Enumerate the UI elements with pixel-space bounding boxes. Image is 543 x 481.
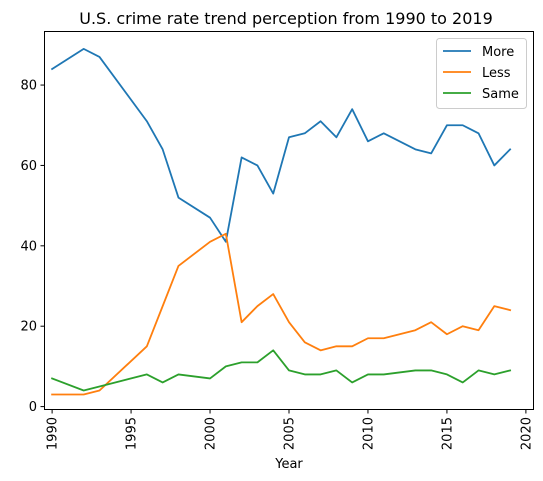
- x-tick-label: 1995: [125, 417, 140, 450]
- y-tick-label: 40: [20, 239, 37, 254]
- y-tick-label: 0: [29, 400, 37, 415]
- series-line-more: [50, 47, 512, 243]
- x-tick-label: 1990: [46, 417, 61, 450]
- x-tick-label: 2015: [440, 417, 455, 450]
- y-tick-label: 20: [20, 320, 37, 335]
- legend-label-same: Same: [482, 87, 519, 102]
- y-tick-label: 60: [20, 159, 37, 174]
- x-tick-label: 2020: [519, 417, 534, 450]
- legend-label-less: Less: [482, 66, 511, 81]
- plot-area: [50, 47, 512, 396]
- legend: More Less Same: [436, 38, 527, 109]
- series-line-same: [50, 349, 512, 392]
- y-axis: 0 20 40 60 80: [20, 79, 45, 415]
- legend-label-more: More: [482, 45, 514, 60]
- chart-title: U.S. crime rate trend perception from 19…: [79, 9, 493, 28]
- x-axis: 1990 1995 2000 2005 2010 2015 2020: [46, 409, 534, 450]
- y-tick-label: 80: [20, 79, 37, 94]
- series-line-less: [51, 232, 512, 396]
- x-tick-label: 2010: [361, 417, 376, 450]
- x-axis-label: Year: [274, 457, 303, 472]
- x-tick-label: 2005: [283, 417, 298, 450]
- x-tick-label: 2000: [204, 417, 219, 450]
- legend-frame: [436, 38, 527, 109]
